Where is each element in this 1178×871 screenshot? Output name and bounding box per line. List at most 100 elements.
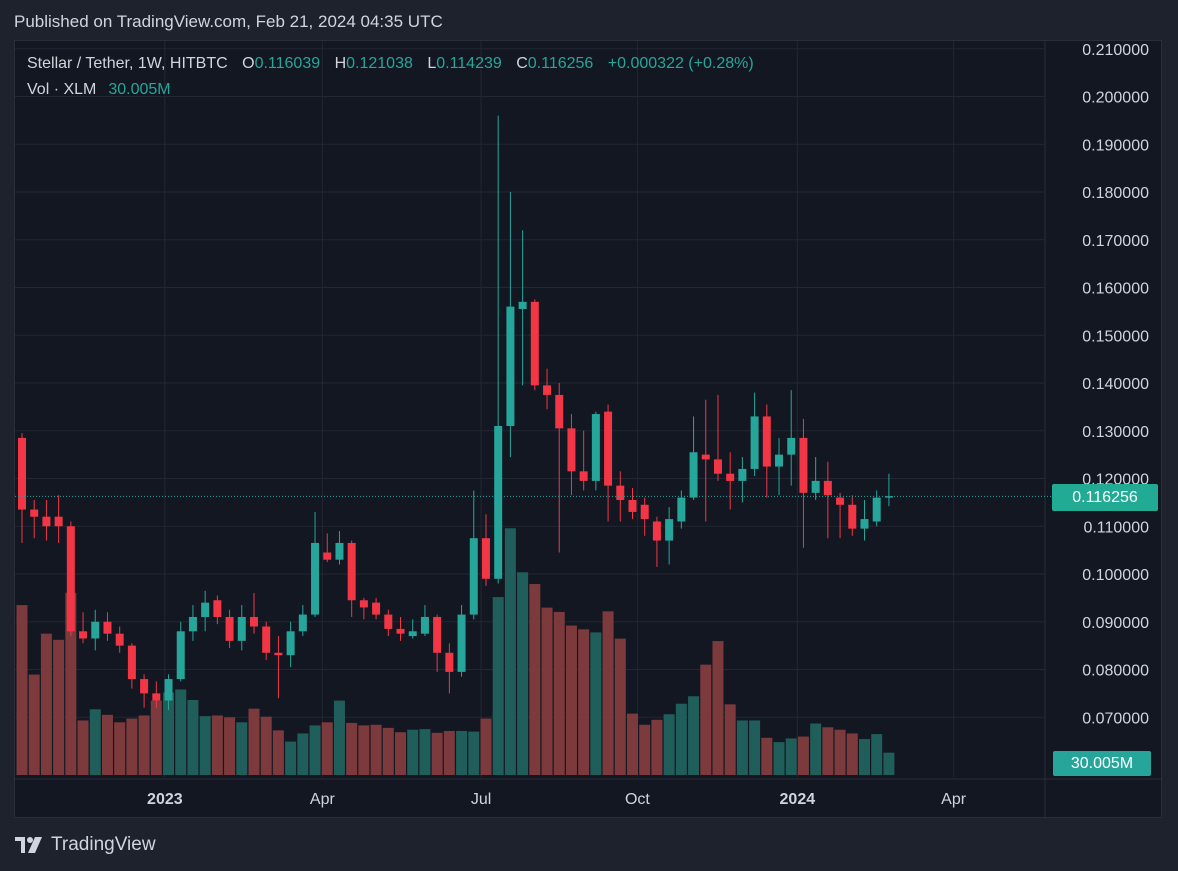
candle-body [713, 459, 722, 474]
volume-bar [761, 737, 773, 775]
y-axis-label: 0.210000 [1082, 42, 1149, 59]
volume-bar [419, 729, 431, 775]
volume-bar [89, 709, 101, 775]
volume-bar [199, 716, 211, 775]
candle-body [225, 616, 234, 641]
y-axis-label: 0.150000 [1082, 328, 1149, 345]
candle-body [677, 497, 686, 522]
candle-body [176, 631, 185, 680]
volume-bar [65, 592, 77, 775]
volume-bar [175, 689, 187, 775]
volume-bar [236, 722, 248, 775]
candle-body [750, 416, 759, 469]
volume-bar [578, 629, 590, 775]
candle-body [530, 301, 539, 386]
volume-bar [456, 730, 468, 775]
close-value: 0.116256 [527, 55, 594, 72]
volume-bar [773, 742, 785, 775]
volume-bar [211, 715, 223, 775]
volume-bar [614, 638, 626, 775]
volume-bar [871, 734, 883, 775]
x-axis-label: Jul [471, 791, 491, 808]
candle-body [775, 454, 784, 467]
volume-bar [712, 641, 724, 775]
candle-body [567, 428, 576, 472]
y-axis-label: 0.080000 [1082, 663, 1149, 680]
candle-body [457, 614, 466, 672]
candle-body [665, 519, 674, 541]
candle-body [54, 516, 63, 527]
volume-bar [285, 741, 297, 775]
y-axis-label: 0.170000 [1082, 233, 1149, 250]
volume-bar [431, 732, 443, 775]
candle-body [848, 504, 857, 529]
x-axis-label: Oct [625, 791, 650, 808]
volume-bar [163, 692, 175, 775]
volume-legend: Vol · XLM 30.005M [27, 81, 171, 99]
candle-body [188, 616, 197, 632]
volume-bar [114, 722, 126, 775]
volume-value: 30.005M [108, 81, 171, 98]
volume-bar [810, 723, 822, 775]
candle-body [311, 542, 320, 615]
change-value: +0.000322 (+0.28%) [607, 55, 754, 72]
close-label: C [516, 55, 528, 72]
candle-body [628, 499, 637, 512]
volume-bar [627, 713, 638, 775]
candle-body [445, 652, 454, 672]
candle-body [591, 414, 600, 481]
candle-body [115, 633, 124, 646]
candle-body [335, 542, 344, 560]
candle-body [213, 600, 222, 617]
tradingview-brand[interactable]: TradingView [15, 834, 156, 856]
candle-body [640, 504, 649, 520]
volume-bar [126, 718, 138, 775]
y-axis-label: 0.180000 [1082, 185, 1149, 202]
volume-bar [822, 727, 834, 775]
volume-label[interactable]: Vol · XLM [27, 81, 97, 98]
candle-body [262, 626, 271, 653]
candle-body [249, 616, 258, 627]
candle-body [103, 621, 112, 634]
volume-bar [150, 700, 162, 775]
volume-bar [529, 584, 541, 775]
candle-body [481, 538, 490, 579]
volume-bar [785, 738, 797, 775]
candle-body [298, 614, 307, 632]
x-axis-label: Apr [310, 791, 336, 808]
candle-body [42, 516, 51, 527]
volume-bar [846, 733, 858, 775]
volume-bar [77, 720, 89, 775]
volume-bar [468, 731, 480, 775]
y-axis-label: 0.190000 [1082, 137, 1149, 154]
volume-bar [395, 732, 407, 775]
candle-body [433, 616, 442, 653]
volume-bar [688, 696, 700, 775]
candle-body [604, 411, 613, 486]
volume-bar [565, 625, 577, 775]
candle-body [372, 602, 381, 615]
candle-body [396, 628, 405, 634]
candle-body [884, 496, 893, 498]
candle-body [738, 468, 747, 481]
volume-bar [40, 633, 52, 775]
candle-body [823, 480, 832, 496]
volume-bar [370, 724, 382, 775]
volume-bar [590, 632, 602, 775]
candle-body [762, 416, 771, 467]
candle-body [140, 679, 149, 694]
tradingview-logo-icon [15, 837, 42, 853]
last-price-tag: 0.116256 [1052, 484, 1158, 511]
candle-body [359, 600, 368, 608]
candle-body [201, 602, 210, 617]
candle-body [555, 394, 564, 429]
volume-bar [553, 611, 565, 775]
volume-bar [651, 719, 663, 775]
volume-bar [101, 714, 113, 775]
symbol-label[interactable]: Stellar / Tether, 1W, HITBTC [27, 55, 228, 72]
volume-bar [260, 716, 272, 775]
candle-body [66, 526, 75, 632]
volume-bar [517, 572, 529, 775]
candle-body [726, 473, 735, 481]
